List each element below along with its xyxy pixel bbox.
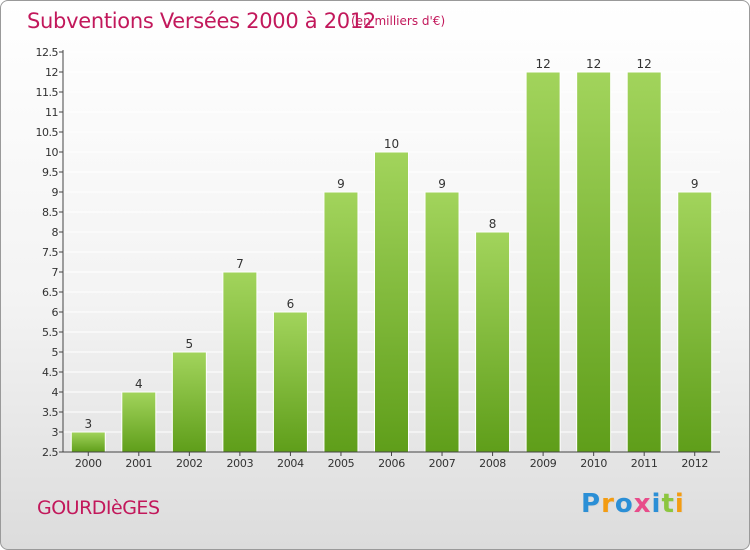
y-tick-label: 10 [45, 146, 58, 159]
bar [171, 351, 207, 453]
bar-value-label: 12 [637, 57, 652, 71]
y-axis-ticks: 2.5 3 3.5 4 4.5 5 5.5 6 6.5 7 7.5 8 8.5 9 9.5 10 10.5 11 1… [36, 46, 63, 459]
bar-value-label: 8 [489, 217, 497, 231]
y-tick-label: 2.5 [42, 446, 58, 459]
y-tick-label: 5.5 [42, 326, 58, 339]
y-tick-label: 7 [52, 266, 59, 279]
y-tick-label: 9 [52, 186, 59, 199]
logo-letter: i [674, 489, 685, 519]
logo-letter: o [614, 489, 634, 519]
y-tick-label: 8 [52, 226, 59, 239]
bar-value-label: 6 [287, 297, 295, 311]
x-tick-label: 2012 [681, 457, 708, 470]
place-name: GOURDIèGES [37, 497, 160, 519]
x-tick-label: 2001 [125, 457, 152, 470]
x-tick-label: 2007 [429, 457, 456, 470]
y-tick-label: 7.5 [42, 246, 58, 259]
y-tick-label: 9.5 [42, 166, 58, 179]
logo-letter: r [601, 489, 615, 519]
bar-value-label: 4 [135, 377, 143, 391]
y-tick-label: 6 [52, 306, 59, 319]
x-tick-label: 2011 [631, 457, 658, 470]
logo-letter: i [651, 489, 662, 519]
bar [677, 191, 713, 453]
x-axis-ticks: 2000 2001 2002 2003 2004 2005 2006 2007 2008 2009… [75, 452, 708, 470]
bar-value-label: 9 [691, 177, 699, 191]
y-tick-label: 6.5 [42, 286, 58, 299]
bar-value-label: 9 [438, 177, 446, 191]
bar [222, 271, 258, 453]
y-tick-label: 4 [52, 386, 59, 399]
bar-value-label: 5 [186, 337, 194, 351]
y-tick-label: 4.5 [42, 366, 58, 379]
y-tick-label: 11.5 [36, 86, 59, 99]
x-tick-label: 2003 [226, 457, 253, 470]
bar [272, 311, 308, 453]
bar [70, 431, 106, 453]
logo-letter: x [633, 489, 652, 519]
logo-letter: t [661, 489, 675, 519]
x-tick-label: 2010 [580, 457, 607, 470]
bar-value-label: 3 [84, 417, 92, 431]
x-tick-label: 2000 [75, 457, 102, 470]
bar [475, 231, 511, 453]
x-tick-label: 2006 [378, 457, 405, 470]
y-tick-label: 10.5 [36, 126, 59, 139]
y-tick-label: 3.5 [42, 406, 58, 419]
bar [626, 71, 662, 453]
bar [323, 191, 359, 453]
x-tick-label: 2009 [530, 457, 557, 470]
bar-value-label: 10 [384, 137, 399, 151]
bar [374, 151, 409, 453]
bars [70, 71, 713, 453]
value-labels: 3 4 5 7 6 9 10 9 8 12 12 12 9 [84, 57, 698, 431]
y-tick-label: 5 [52, 346, 59, 359]
bar-value-label: 9 [337, 177, 345, 191]
bar [576, 71, 612, 453]
y-tick-label: 12 [45, 66, 58, 79]
y-tick-label: 8.5 [42, 206, 58, 219]
x-tick-label: 2005 [328, 457, 355, 470]
bar-value-label: 12 [586, 57, 601, 71]
chart-title: Subventions Versées 2000 à 2012 [27, 9, 376, 33]
x-tick-label: 2002 [176, 457, 203, 470]
bar [121, 391, 157, 453]
y-tick-label: 3 [52, 426, 59, 439]
x-tick-label: 2008 [479, 457, 506, 470]
bar-value-label: 7 [236, 257, 244, 271]
y-tick-label: 11 [45, 106, 58, 119]
x-tick-label: 2004 [277, 457, 304, 470]
y-tick-label: 12.5 [36, 46, 59, 59]
bar [424, 191, 460, 453]
chart-subtitle: (en milliers d'€) [351, 14, 446, 28]
proxiti-logo: Proxiti [581, 489, 685, 519]
logo-letter: P [581, 489, 602, 519]
bar [525, 71, 561, 453]
bar-value-label: 12 [535, 57, 550, 71]
